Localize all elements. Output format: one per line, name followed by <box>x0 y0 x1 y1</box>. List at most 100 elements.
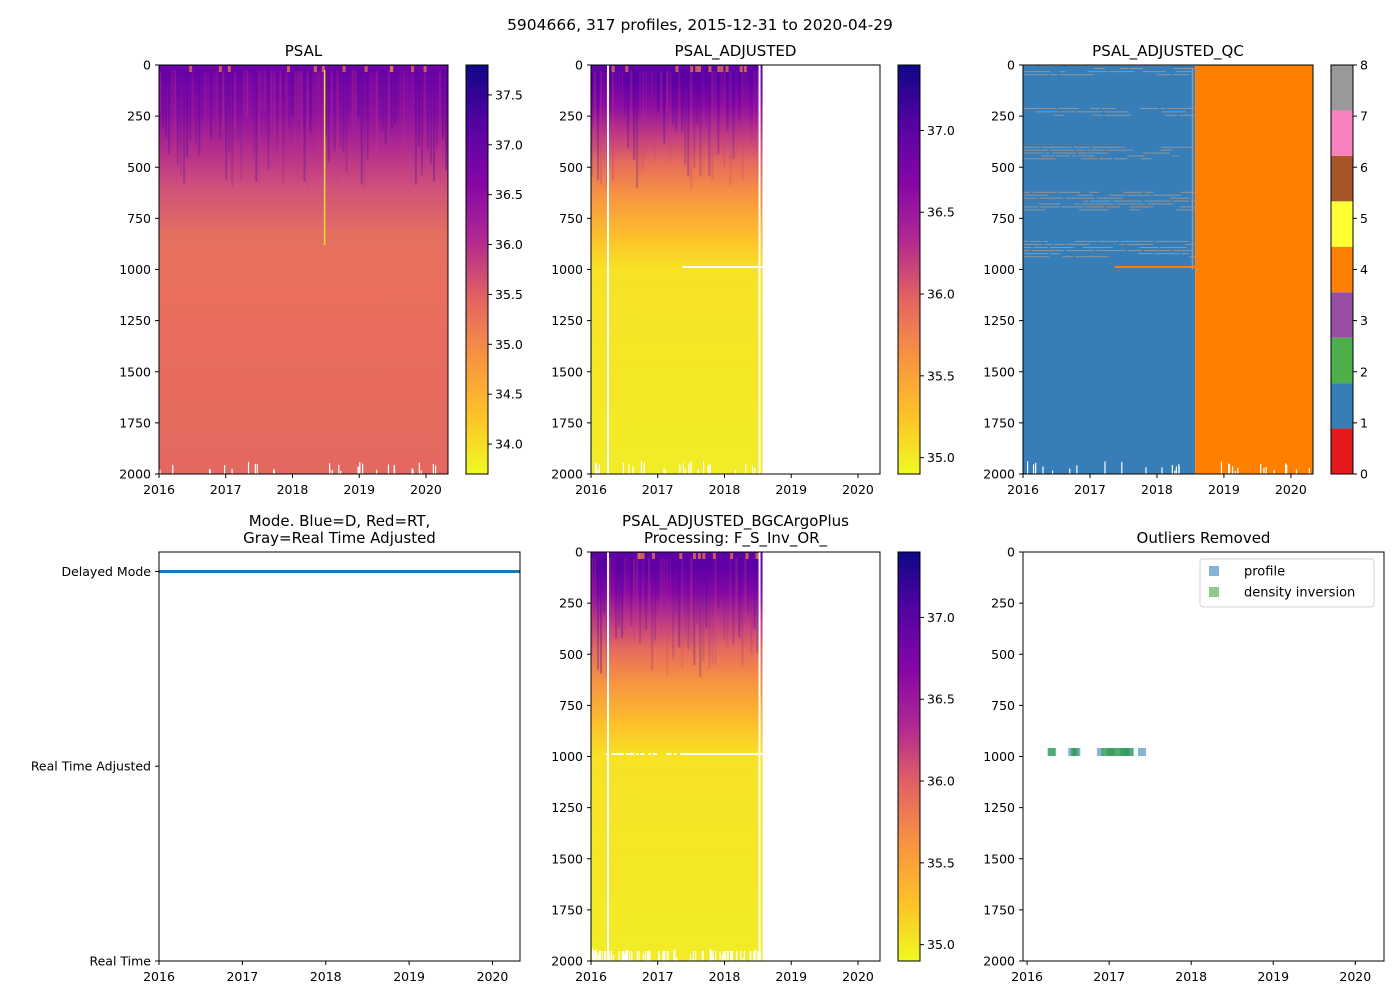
qc-speckle <box>1161 111 1187 113</box>
x-tick-label: 2019 <box>1208 482 1240 497</box>
colorbar-tick-label: 35.0 <box>927 937 955 952</box>
heatmap-texture <box>252 71 255 159</box>
x-tick-label: 2017 <box>1074 482 1106 497</box>
heatmap-gap <box>1228 464 1231 477</box>
heatmap-speckle <box>189 66 193 72</box>
qc-speckle <box>1172 74 1190 76</box>
qc-speckle <box>1180 191 1196 193</box>
heatmap-field <box>591 552 763 961</box>
heatmap-speckle <box>321 66 325 72</box>
qc-good-region <box>1023 65 1196 474</box>
colorbar-tick-label: 36.5 <box>927 692 955 707</box>
y-tick-label: 1750 <box>983 902 1015 917</box>
heatmap-texture <box>717 71 720 155</box>
heatmap-texture <box>618 558 621 628</box>
legend-marker <box>1209 566 1219 576</box>
y-tick-label: 500 <box>991 160 1015 175</box>
heatmap-texture <box>729 71 732 187</box>
qc-speckle <box>1062 256 1074 258</box>
heatmap-gap-column <box>758 65 761 474</box>
y-tick-label: 1000 <box>983 262 1015 277</box>
heatmap-speckle <box>287 66 291 72</box>
qc-speckle <box>1058 107 1080 109</box>
heatmap-gap <box>692 957 694 970</box>
heatmap-texture <box>714 71 717 156</box>
x-tick-label: 2016 <box>1011 969 1043 984</box>
colorbar-gradient <box>898 65 920 474</box>
heatmap-speckle <box>698 66 702 72</box>
heatmap-texture <box>651 71 654 140</box>
qc-speckle <box>1023 191 1031 193</box>
heatmap-texture <box>687 558 690 650</box>
qc-speckle <box>1031 250 1064 252</box>
heatmap-texture <box>669 558 672 615</box>
heatmap-gap <box>730 951 732 961</box>
scatter-point-density-inversion <box>1101 748 1110 757</box>
heatmap-gap <box>595 463 598 476</box>
heatmap-texture <box>177 71 180 166</box>
colorbar-tick-label: 37.0 <box>495 137 523 152</box>
panel-mode: Real Time Real Time Adjusted Delayed Mode 2… <box>31 512 521 984</box>
qc-speckle <box>1081 203 1115 205</box>
y-tick-label: 1500 <box>983 364 1015 379</box>
heatmap-gap-dot <box>680 753 684 756</box>
heatmap-speckle <box>717 66 721 72</box>
colorbar-tick-label: 2 <box>1360 364 1368 379</box>
heatmap-gap <box>719 951 721 964</box>
heatmap-gap <box>731 951 733 961</box>
axes-frame <box>1022 551 1385 962</box>
heatmap-texture <box>756 71 759 179</box>
heatmap-texture <box>657 71 660 112</box>
heatmap-texture <box>273 71 276 141</box>
heatmap-texture <box>411 71 414 145</box>
heatmap-gap <box>721 953 723 966</box>
colorbar-tick-label: 35.0 <box>495 337 523 352</box>
heatmap-gap <box>412 469 414 482</box>
qc-speckle <box>1101 107 1116 109</box>
heatmap-texture <box>396 71 399 121</box>
heatmap-texture <box>240 71 243 182</box>
heatmap-texture <box>597 558 600 670</box>
heatmap-texture <box>318 71 321 161</box>
heatmap-texture <box>222 71 225 130</box>
x-tick-label: 2020 <box>1275 482 1307 497</box>
heatmap-gap-dot <box>641 753 645 756</box>
heatmap-texture <box>699 71 702 177</box>
heatmap-gap <box>753 951 755 961</box>
heatmap-gap <box>694 951 697 961</box>
heatmap-gap <box>1076 465 1078 478</box>
y-tick-label: Delayed Mode <box>61 564 151 579</box>
heatmap-texture <box>441 71 444 139</box>
heatmap-gap <box>709 951 712 961</box>
heatmap-gap <box>593 951 595 961</box>
heatmap-texture <box>402 71 405 163</box>
heatmap-gap <box>1284 463 1287 476</box>
heatmap-texture <box>231 71 234 187</box>
heatmap-texture <box>684 558 687 638</box>
y-tick-label: 2000 <box>551 954 583 969</box>
colorbar-tick-label: 36.0 <box>927 774 955 789</box>
heatmap-gap <box>715 951 717 961</box>
heatmap-texture <box>648 71 651 121</box>
qc-speckle <box>1096 197 1124 199</box>
y-tick-label: 0 <box>1007 545 1015 560</box>
heatmap-gap <box>597 953 599 966</box>
heatmap-gap <box>638 951 640 961</box>
y-tick-label: 0 <box>1007 58 1015 73</box>
heatmap-gap <box>688 463 690 476</box>
colorbar-gradient <box>466 65 488 474</box>
heatmap-texture <box>666 558 669 676</box>
heatmap-texture <box>336 71 339 187</box>
heatmap-gap <box>742 957 744 970</box>
qc-speckle <box>1045 152 1050 154</box>
heatmap-texture <box>675 558 678 615</box>
heatmap-gap-row <box>682 753 763 756</box>
y-tick-label: 750 <box>559 698 583 713</box>
heatmap-gap <box>758 951 760 961</box>
heatmap-texture <box>663 558 666 602</box>
heatmap-texture <box>408 71 411 137</box>
scatter-point-density-inversion <box>1070 748 1079 757</box>
qc-speckle <box>1116 203 1146 205</box>
heatmap-gap <box>1286 464 1288 477</box>
heatmap-gap <box>692 951 695 961</box>
